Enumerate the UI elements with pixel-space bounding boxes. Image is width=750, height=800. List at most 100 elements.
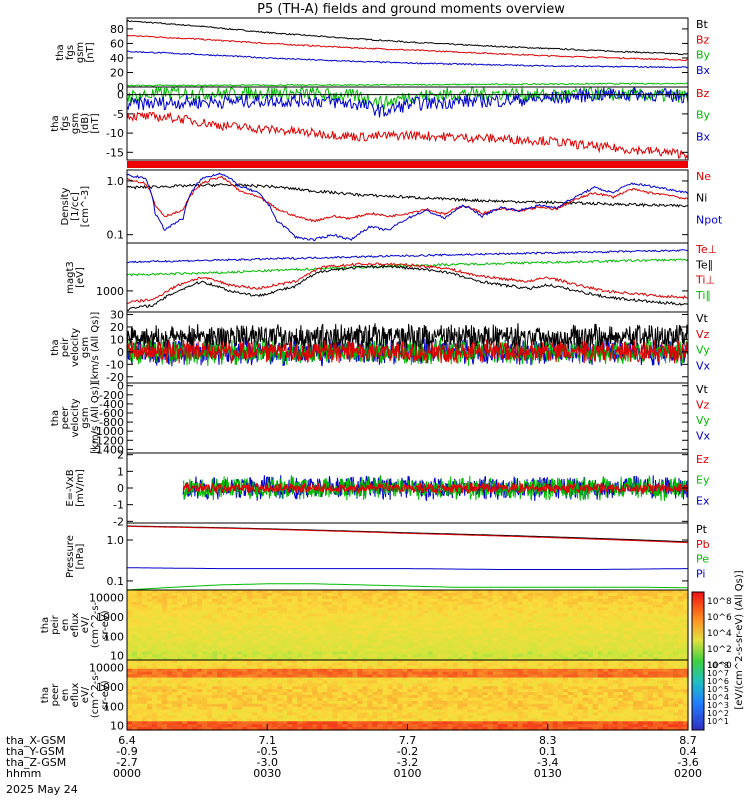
heat-cell xyxy=(372,630,378,635)
heat-cell xyxy=(272,692,278,696)
heat-cell xyxy=(192,639,198,644)
heat-cell xyxy=(522,660,529,664)
heat-cell xyxy=(412,633,419,638)
heat-cell xyxy=(492,695,499,699)
heat-cell xyxy=(602,607,609,611)
heat-cell xyxy=(347,683,353,687)
heat-cell xyxy=(147,721,153,725)
heat-cell xyxy=(257,651,263,655)
heat-cell xyxy=(297,665,303,670)
heat-cell xyxy=(262,630,268,635)
heat-cell xyxy=(678,607,684,611)
heat-cell xyxy=(252,651,258,655)
heat-cell xyxy=(572,616,579,620)
heat-cell xyxy=(447,668,454,673)
heat-cell xyxy=(257,619,263,623)
heat-cell xyxy=(372,642,378,646)
heat-cell xyxy=(527,604,534,609)
heat-cell xyxy=(367,695,373,699)
heat-cell xyxy=(482,665,489,670)
heat-cell xyxy=(217,651,223,655)
heat-cell xyxy=(362,633,368,638)
heat-cell xyxy=(457,590,464,594)
heat-cell xyxy=(512,665,519,670)
heat-cell xyxy=(327,619,333,623)
heat-cell xyxy=(342,645,348,649)
heat-cell xyxy=(217,601,223,606)
heat-cell xyxy=(532,601,539,606)
heat-cell xyxy=(257,715,263,719)
heat-cell xyxy=(337,686,343,690)
heat-cell xyxy=(327,616,333,620)
heat-cell xyxy=(547,604,554,609)
heat-cell xyxy=(562,619,569,623)
heat-cell xyxy=(467,718,474,722)
heat-cell xyxy=(267,703,273,708)
heat-cell xyxy=(172,668,178,673)
heat-cell xyxy=(417,645,424,649)
heat-cell xyxy=(602,657,609,661)
mode-bar xyxy=(127,161,688,168)
heat-cell xyxy=(402,636,409,641)
heat-cell xyxy=(462,668,469,673)
heat-cell xyxy=(267,619,273,623)
heat-cell xyxy=(267,668,273,673)
heat-cell xyxy=(432,695,439,699)
heat-cell xyxy=(447,706,454,711)
heat-cell xyxy=(127,671,133,676)
heat-cell xyxy=(412,680,419,684)
heat-cell xyxy=(492,692,499,696)
heat-cell xyxy=(487,648,494,652)
heat-cell xyxy=(177,712,183,716)
heat-cell xyxy=(657,630,664,635)
heat-cell xyxy=(442,668,449,673)
heat-cell xyxy=(392,616,399,620)
heat-cell xyxy=(552,683,559,687)
heat-cell xyxy=(582,627,589,632)
heat-cell xyxy=(157,712,163,716)
heat-cell xyxy=(387,636,394,641)
heat-cell xyxy=(327,727,333,731)
heat-cell xyxy=(592,619,599,623)
heat-cell xyxy=(427,625,434,629)
heat-cell xyxy=(282,706,288,711)
heat-cell xyxy=(127,627,133,632)
heat-cell xyxy=(312,630,318,635)
heat-cell xyxy=(142,700,148,705)
heat-cell xyxy=(587,592,594,597)
heat-cell xyxy=(657,639,664,644)
heat-cell xyxy=(302,613,308,617)
heat-cell xyxy=(312,680,318,684)
heat-cell xyxy=(547,718,554,722)
heat-cell xyxy=(387,627,394,632)
heat-cell xyxy=(642,592,649,597)
heat-cell xyxy=(257,671,263,676)
legend-label: Ti∥ xyxy=(695,289,711,302)
heat-cell xyxy=(572,642,579,646)
heat-cell xyxy=(673,625,679,629)
heat-cell xyxy=(617,633,624,638)
heat-cell xyxy=(592,601,599,606)
heat-cell xyxy=(282,642,288,646)
heat-cell xyxy=(582,636,589,641)
heat-cell xyxy=(632,636,639,641)
heat-cell xyxy=(663,651,669,655)
heat-cell xyxy=(232,619,238,623)
heat-cell xyxy=(372,709,378,714)
heat-cell xyxy=(512,718,519,722)
heat-cell xyxy=(678,657,684,661)
heat-cell xyxy=(457,721,464,725)
heat-cell xyxy=(357,686,363,690)
heat-cell xyxy=(202,727,208,731)
heat-cell xyxy=(167,607,173,611)
heat-cell xyxy=(317,590,323,594)
heat-cell xyxy=(477,700,484,705)
heat-cell xyxy=(227,703,233,708)
heat-cell xyxy=(602,595,609,600)
heat-cell xyxy=(137,595,143,600)
heat-cell xyxy=(217,598,223,603)
heat-cell xyxy=(167,671,173,676)
heat-cell xyxy=(607,607,614,611)
heat-cell xyxy=(632,642,639,646)
heat-cell xyxy=(482,645,489,649)
